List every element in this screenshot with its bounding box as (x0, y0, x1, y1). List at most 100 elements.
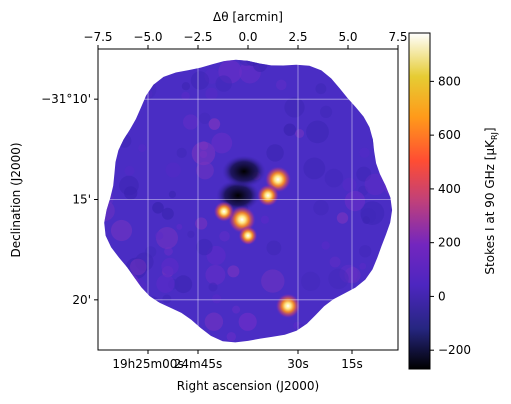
noise-blob (261, 269, 285, 293)
noise-blob (138, 69, 155, 86)
y-tick-label: −31°10' (41, 92, 91, 106)
noise-blob (165, 162, 181, 178)
noise-blob (107, 118, 123, 134)
noise-blob (359, 262, 367, 270)
noise-blob (138, 144, 147, 153)
noise-blob (204, 312, 224, 331)
colorbar-tick-label: 800 (438, 74, 461, 88)
noise-blob (212, 294, 222, 304)
noise-blob (156, 274, 175, 293)
y-tick-label: 20' (72, 293, 91, 307)
noise-blob (124, 276, 147, 299)
noise-blob (164, 246, 173, 256)
noise-blob (329, 256, 341, 268)
noise-blob (119, 175, 139, 196)
noise-blob (135, 78, 157, 100)
noise-blob (195, 217, 208, 230)
noise-blob (321, 241, 330, 250)
noise-blob (232, 305, 241, 314)
noise-blob (328, 268, 349, 289)
noise-blob (258, 59, 271, 63)
noise-blob (315, 83, 327, 95)
noise-blob (161, 207, 174, 220)
noise-blob (199, 112, 211, 125)
colorbar (408, 32, 431, 370)
noise-blob (364, 173, 387, 196)
noise-blob (204, 68, 220, 84)
noise-blob (303, 157, 326, 180)
noise-blob (196, 161, 214, 180)
top-tick-label: −7.5 (83, 30, 112, 44)
top-axis-label: Δθ [arcmin] (213, 10, 283, 24)
noise-blob (155, 231, 164, 240)
noise-blob (302, 330, 320, 343)
noise-blob (181, 91, 190, 101)
noise-blob (196, 238, 213, 256)
noise-blob (139, 59, 163, 76)
source-knot-west (238, 226, 258, 246)
colorbar-tick-label: −200 (438, 343, 471, 357)
noise-blob (104, 138, 105, 150)
noise-blob (252, 59, 268, 73)
noise-blob (388, 47, 396, 55)
noise-blob (190, 71, 210, 90)
top-tick-label: −2.5 (183, 30, 212, 44)
noise-blob (147, 296, 159, 308)
top-tick-label: 0.0 (238, 30, 257, 44)
colorbar-tick-label: 400 (438, 182, 461, 196)
noise-blob (283, 123, 296, 136)
top-tick-label: 5.0 (338, 30, 357, 44)
noise-blob (260, 215, 269, 224)
noise-blob (359, 245, 372, 258)
map-image (98, 47, 398, 350)
noise-blob (110, 219, 133, 242)
noise-blob (320, 105, 333, 118)
noise-blob (293, 321, 302, 330)
noise-blob (205, 87, 218, 101)
noise-blob (238, 312, 257, 331)
x-axis-label: Right ascension (J2000) (177, 379, 319, 393)
noise-blob (359, 147, 370, 158)
noise-blob (362, 216, 371, 224)
noise-blob (174, 275, 193, 294)
noise-blob (377, 317, 393, 339)
noise-blob (208, 282, 218, 292)
noise-blob (168, 190, 176, 198)
noise-blob (360, 208, 376, 224)
colorbar-tick-label: 200 (438, 236, 461, 250)
top-tick-label: −5.0 (133, 30, 162, 44)
colorbar-tick-label: 600 (438, 128, 461, 142)
noise-blob (324, 168, 344, 188)
noise-blob (176, 147, 187, 158)
x-tick-label: 15s (341, 357, 363, 371)
noise-blob (138, 338, 146, 343)
y-tick-label: 15' (72, 193, 91, 207)
noise-blob (238, 59, 255, 66)
noise-blob (215, 75, 232, 92)
noise-blob (109, 265, 124, 280)
y-axis-label: Declination (J2000) (9, 142, 23, 257)
noise-blob (211, 132, 233, 154)
colorbar-tick-label: 0 (438, 289, 446, 303)
noise-blob (266, 144, 284, 162)
noise-blob (118, 59, 132, 70)
noise-blob (176, 223, 183, 230)
noise-blob (306, 120, 329, 144)
noise-blob (295, 129, 305, 138)
noise-blob (386, 231, 393, 242)
noise-blob (129, 258, 147, 276)
noise-blob (117, 85, 131, 98)
noise-blob (104, 191, 114, 206)
noise-blob (144, 246, 157, 258)
noise-blob (124, 165, 135, 176)
noise-blob (371, 129, 393, 152)
noise-blob (162, 294, 172, 304)
noise-blob (181, 82, 190, 91)
noise-blob (179, 326, 197, 343)
noise-blob (384, 175, 393, 198)
noise-blob (375, 283, 389, 298)
noise-blob (342, 177, 357, 192)
noise-blob (377, 139, 392, 154)
noise-blob (313, 200, 329, 216)
